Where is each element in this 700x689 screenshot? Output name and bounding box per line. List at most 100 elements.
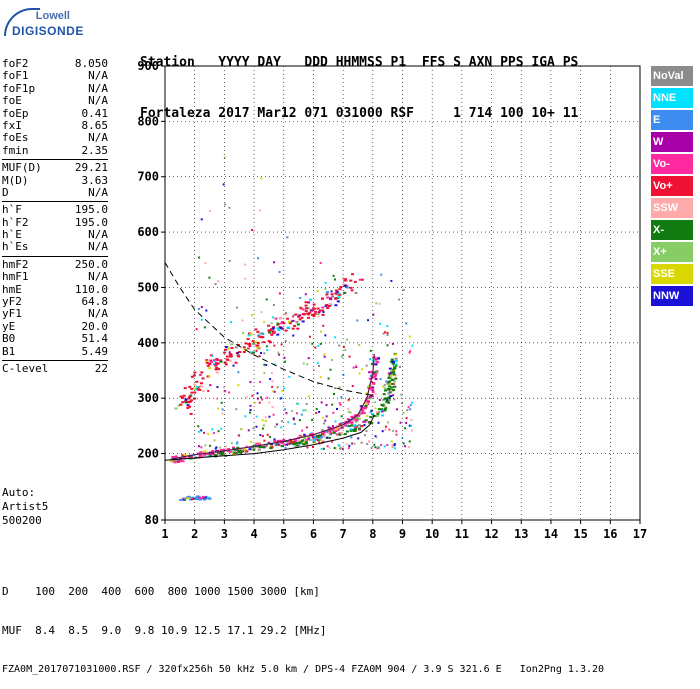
echo-dot xyxy=(334,297,338,300)
echo-dot xyxy=(174,459,178,462)
echo-dot xyxy=(386,444,389,447)
echo-dot xyxy=(345,285,349,288)
echo-dot xyxy=(265,364,268,367)
echo-dot xyxy=(259,396,262,399)
echo-dot xyxy=(388,382,392,385)
param-name: D xyxy=(2,185,9,199)
echo-dot xyxy=(261,332,265,335)
echo-dot xyxy=(228,259,231,262)
legend-item: E xyxy=(651,110,693,130)
echo-dot xyxy=(326,296,330,299)
echo-dot xyxy=(273,330,276,333)
echo-dot xyxy=(374,446,377,449)
echo-dot xyxy=(306,307,310,310)
echo-dot xyxy=(351,273,355,276)
echo-dot xyxy=(393,385,397,388)
echo-dot xyxy=(312,307,316,310)
echo-dot xyxy=(334,420,337,423)
echo-dot xyxy=(280,420,283,423)
echo-dot xyxy=(374,401,377,404)
echo-dot xyxy=(206,496,210,499)
echo-dot xyxy=(360,425,364,428)
echo-dot xyxy=(249,381,252,384)
echo-dot xyxy=(233,451,237,454)
echo-dot xyxy=(242,332,245,335)
echo-dot xyxy=(385,400,389,403)
echo-dot xyxy=(322,324,325,327)
echo-dot xyxy=(335,427,339,430)
param-value: N/A xyxy=(88,240,108,254)
param-row: foF1p N/A xyxy=(2,81,108,95)
echo-dot xyxy=(258,441,261,444)
param-name: yE xyxy=(2,319,16,333)
echo-dot xyxy=(169,459,173,462)
param-row: foF2 8.050 xyxy=(2,57,108,70)
echo-dot xyxy=(356,319,359,322)
muf-row: MUF 8.4 8.5 9.0 9.8 10.9 12.5 17.1 29.2 … xyxy=(2,624,327,637)
param-row: foEp 0.41 xyxy=(2,107,108,120)
param-value: N/A xyxy=(88,81,108,95)
param-value: N/A xyxy=(88,270,108,284)
echo-dot xyxy=(371,413,375,416)
echo-dot xyxy=(389,395,393,398)
echo-dot xyxy=(205,361,209,364)
echo-dot xyxy=(369,358,372,361)
echo-dot xyxy=(374,393,377,396)
echo-dot xyxy=(334,430,338,433)
echo-dot xyxy=(188,457,192,460)
echo-dot xyxy=(304,441,308,444)
echo-dot xyxy=(229,360,232,363)
param-value: N/A xyxy=(88,94,108,108)
echo-dot xyxy=(298,318,302,321)
echo-dot xyxy=(173,461,177,464)
echo-dot xyxy=(285,440,289,443)
echo-dot xyxy=(249,411,252,414)
echo-dot xyxy=(197,307,200,310)
echo-dot xyxy=(220,427,223,430)
echo-dot xyxy=(325,303,329,306)
echo-dot xyxy=(377,445,380,448)
echo-dot xyxy=(276,386,279,389)
echo-dot xyxy=(377,408,381,411)
echo-dot xyxy=(312,303,316,306)
echo-dot xyxy=(311,432,314,435)
echo-dot xyxy=(384,428,387,431)
echo-dot xyxy=(237,449,241,452)
echo-dot xyxy=(313,439,316,442)
param-name: foE xyxy=(2,94,22,108)
echo-dot xyxy=(391,446,394,449)
echo-dot xyxy=(271,329,275,332)
echo-dot xyxy=(374,357,378,360)
echo-dot xyxy=(272,390,275,393)
echo-dot xyxy=(338,423,342,426)
echo-dot xyxy=(401,402,404,405)
echo-dot xyxy=(179,395,183,398)
echo-dot xyxy=(270,322,273,325)
echo-dot xyxy=(290,439,294,442)
legend-item: SSE xyxy=(651,264,693,284)
echo-dot xyxy=(282,322,286,325)
echo-dot xyxy=(238,434,241,437)
echo-dot xyxy=(229,355,233,358)
echo-dot xyxy=(217,368,221,371)
echo-dot xyxy=(304,301,308,304)
param-name: h`F2 xyxy=(2,215,29,229)
echo-dot xyxy=(199,455,203,458)
param-row: h`F 195.0 xyxy=(2,203,108,216)
echo-dot xyxy=(347,410,350,413)
echo-dot xyxy=(197,425,200,428)
echo-dot xyxy=(386,344,389,347)
echo-dot xyxy=(316,289,319,292)
echo-dot xyxy=(354,291,358,294)
echo-dot xyxy=(376,447,379,450)
echo-dot xyxy=(330,440,333,443)
echo-dot xyxy=(262,424,265,427)
echo-dot xyxy=(260,177,263,180)
param-value: N/A xyxy=(88,228,108,242)
echo-dot xyxy=(387,392,391,395)
echo-dot xyxy=(405,417,408,420)
echo-dot xyxy=(265,298,268,301)
param-row: h`E N/A xyxy=(2,228,108,242)
echo-dot xyxy=(316,313,320,316)
echo-dot xyxy=(208,454,212,457)
